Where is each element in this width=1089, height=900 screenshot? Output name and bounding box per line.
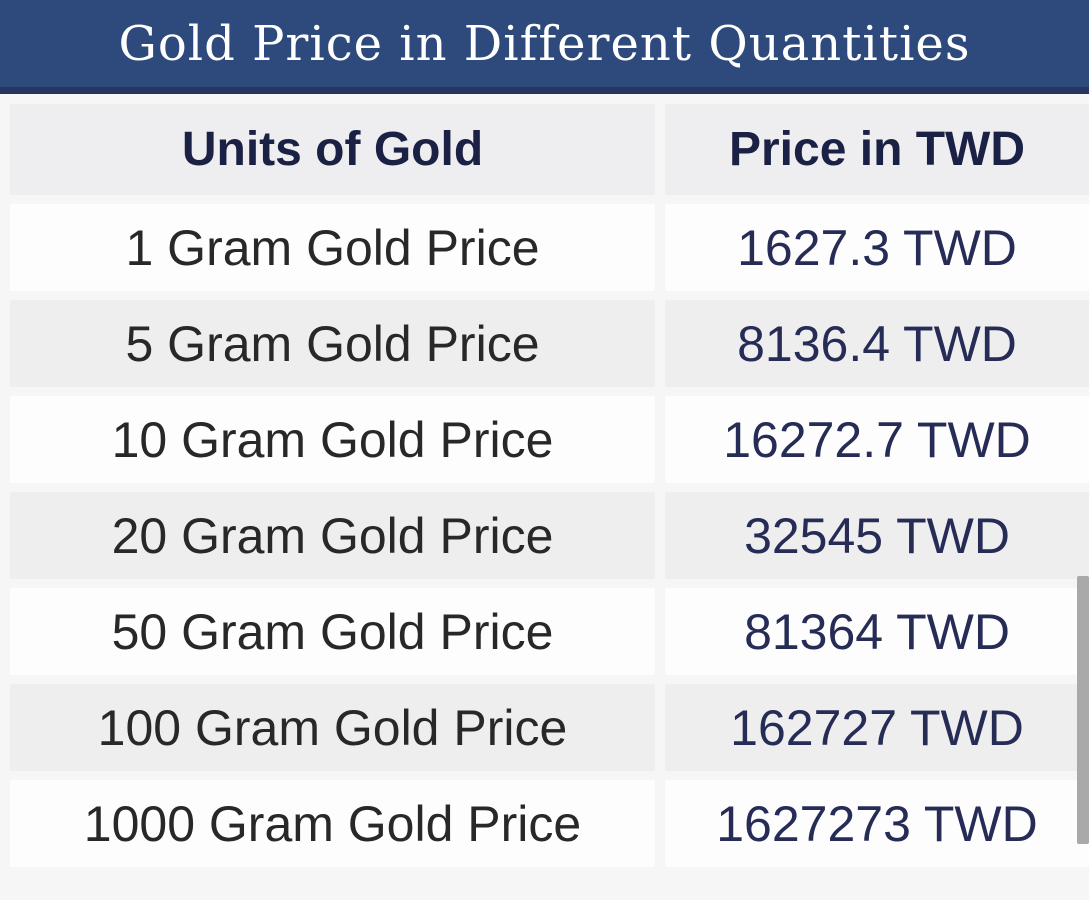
unit-label: 1 Gram Gold Price (125, 219, 540, 276)
price-cell: 162727 TWD (665, 684, 1089, 771)
unit-label: 50 Gram Gold Price (111, 603, 554, 660)
table-header-row: Units of Gold Price in TWD (10, 104, 1089, 195)
price-value: 16272.7 TWD (723, 411, 1031, 468)
price-cell: 1627.3 TWD (665, 204, 1089, 291)
unit-cell: 1000 Gram Gold Price (10, 780, 655, 867)
table-row: 1000 Gram Gold Price 1627273 TWD (10, 780, 1089, 867)
unit-label: 20 Gram Gold Price (111, 507, 554, 564)
price-cell: 16272.7 TWD (665, 396, 1089, 483)
table-row: 20 Gram Gold Price 32545 TWD (10, 492, 1089, 579)
price-value: 8136.4 TWD (737, 315, 1017, 372)
table-row: 1 Gram Gold Price 1627.3 TWD (10, 204, 1089, 291)
unit-label: 1000 Gram Gold Price (83, 795, 582, 852)
table-row: 100 Gram Gold Price 162727 TWD (10, 684, 1089, 771)
price-value: 162727 TWD (730, 699, 1024, 756)
price-cell: 81364 TWD (665, 588, 1089, 675)
title-bar: Gold Price in Different Quantities (0, 0, 1089, 94)
price-cell: 1627273 TWD (665, 780, 1089, 867)
unit-cell: 10 Gram Gold Price (10, 396, 655, 483)
unit-label: 5 Gram Gold Price (125, 315, 540, 372)
scrollbar-thumb[interactable] (1077, 576, 1089, 844)
unit-cell: 50 Gram Gold Price (10, 588, 655, 675)
price-cell: 8136.4 TWD (665, 300, 1089, 387)
unit-cell: 5 Gram Gold Price (10, 300, 655, 387)
page-title: Gold Price in Different Quantities (118, 15, 971, 72)
price-value: 32545 TWD (744, 507, 1010, 564)
unit-label: 10 Gram Gold Price (111, 411, 554, 468)
price-value: 1627.3 TWD (737, 219, 1017, 276)
table-row: 5 Gram Gold Price 8136.4 TWD (10, 300, 1089, 387)
column-header-units-label: Units of Gold (181, 123, 484, 176)
unit-label: 100 Gram Gold Price (97, 699, 568, 756)
price-cell: 32545 TWD (665, 492, 1089, 579)
unit-cell: 1 Gram Gold Price (10, 204, 655, 291)
column-header-price-label: Price in TWD (728, 123, 1026, 176)
price-value: 81364 TWD (744, 603, 1010, 660)
column-header-units: Units of Gold (10, 104, 655, 195)
price-value: 1627273 TWD (716, 795, 1038, 852)
gold-price-table: Units of Gold Price in TWD 1 Gram Gold P… (10, 104, 1089, 876)
unit-cell: 20 Gram Gold Price (10, 492, 655, 579)
table-row: 50 Gram Gold Price 81364 TWD (10, 588, 1089, 675)
unit-cell: 100 Gram Gold Price (10, 684, 655, 771)
table-row: 10 Gram Gold Price 16272.7 TWD (10, 396, 1089, 483)
column-header-price: Price in TWD (665, 104, 1089, 195)
